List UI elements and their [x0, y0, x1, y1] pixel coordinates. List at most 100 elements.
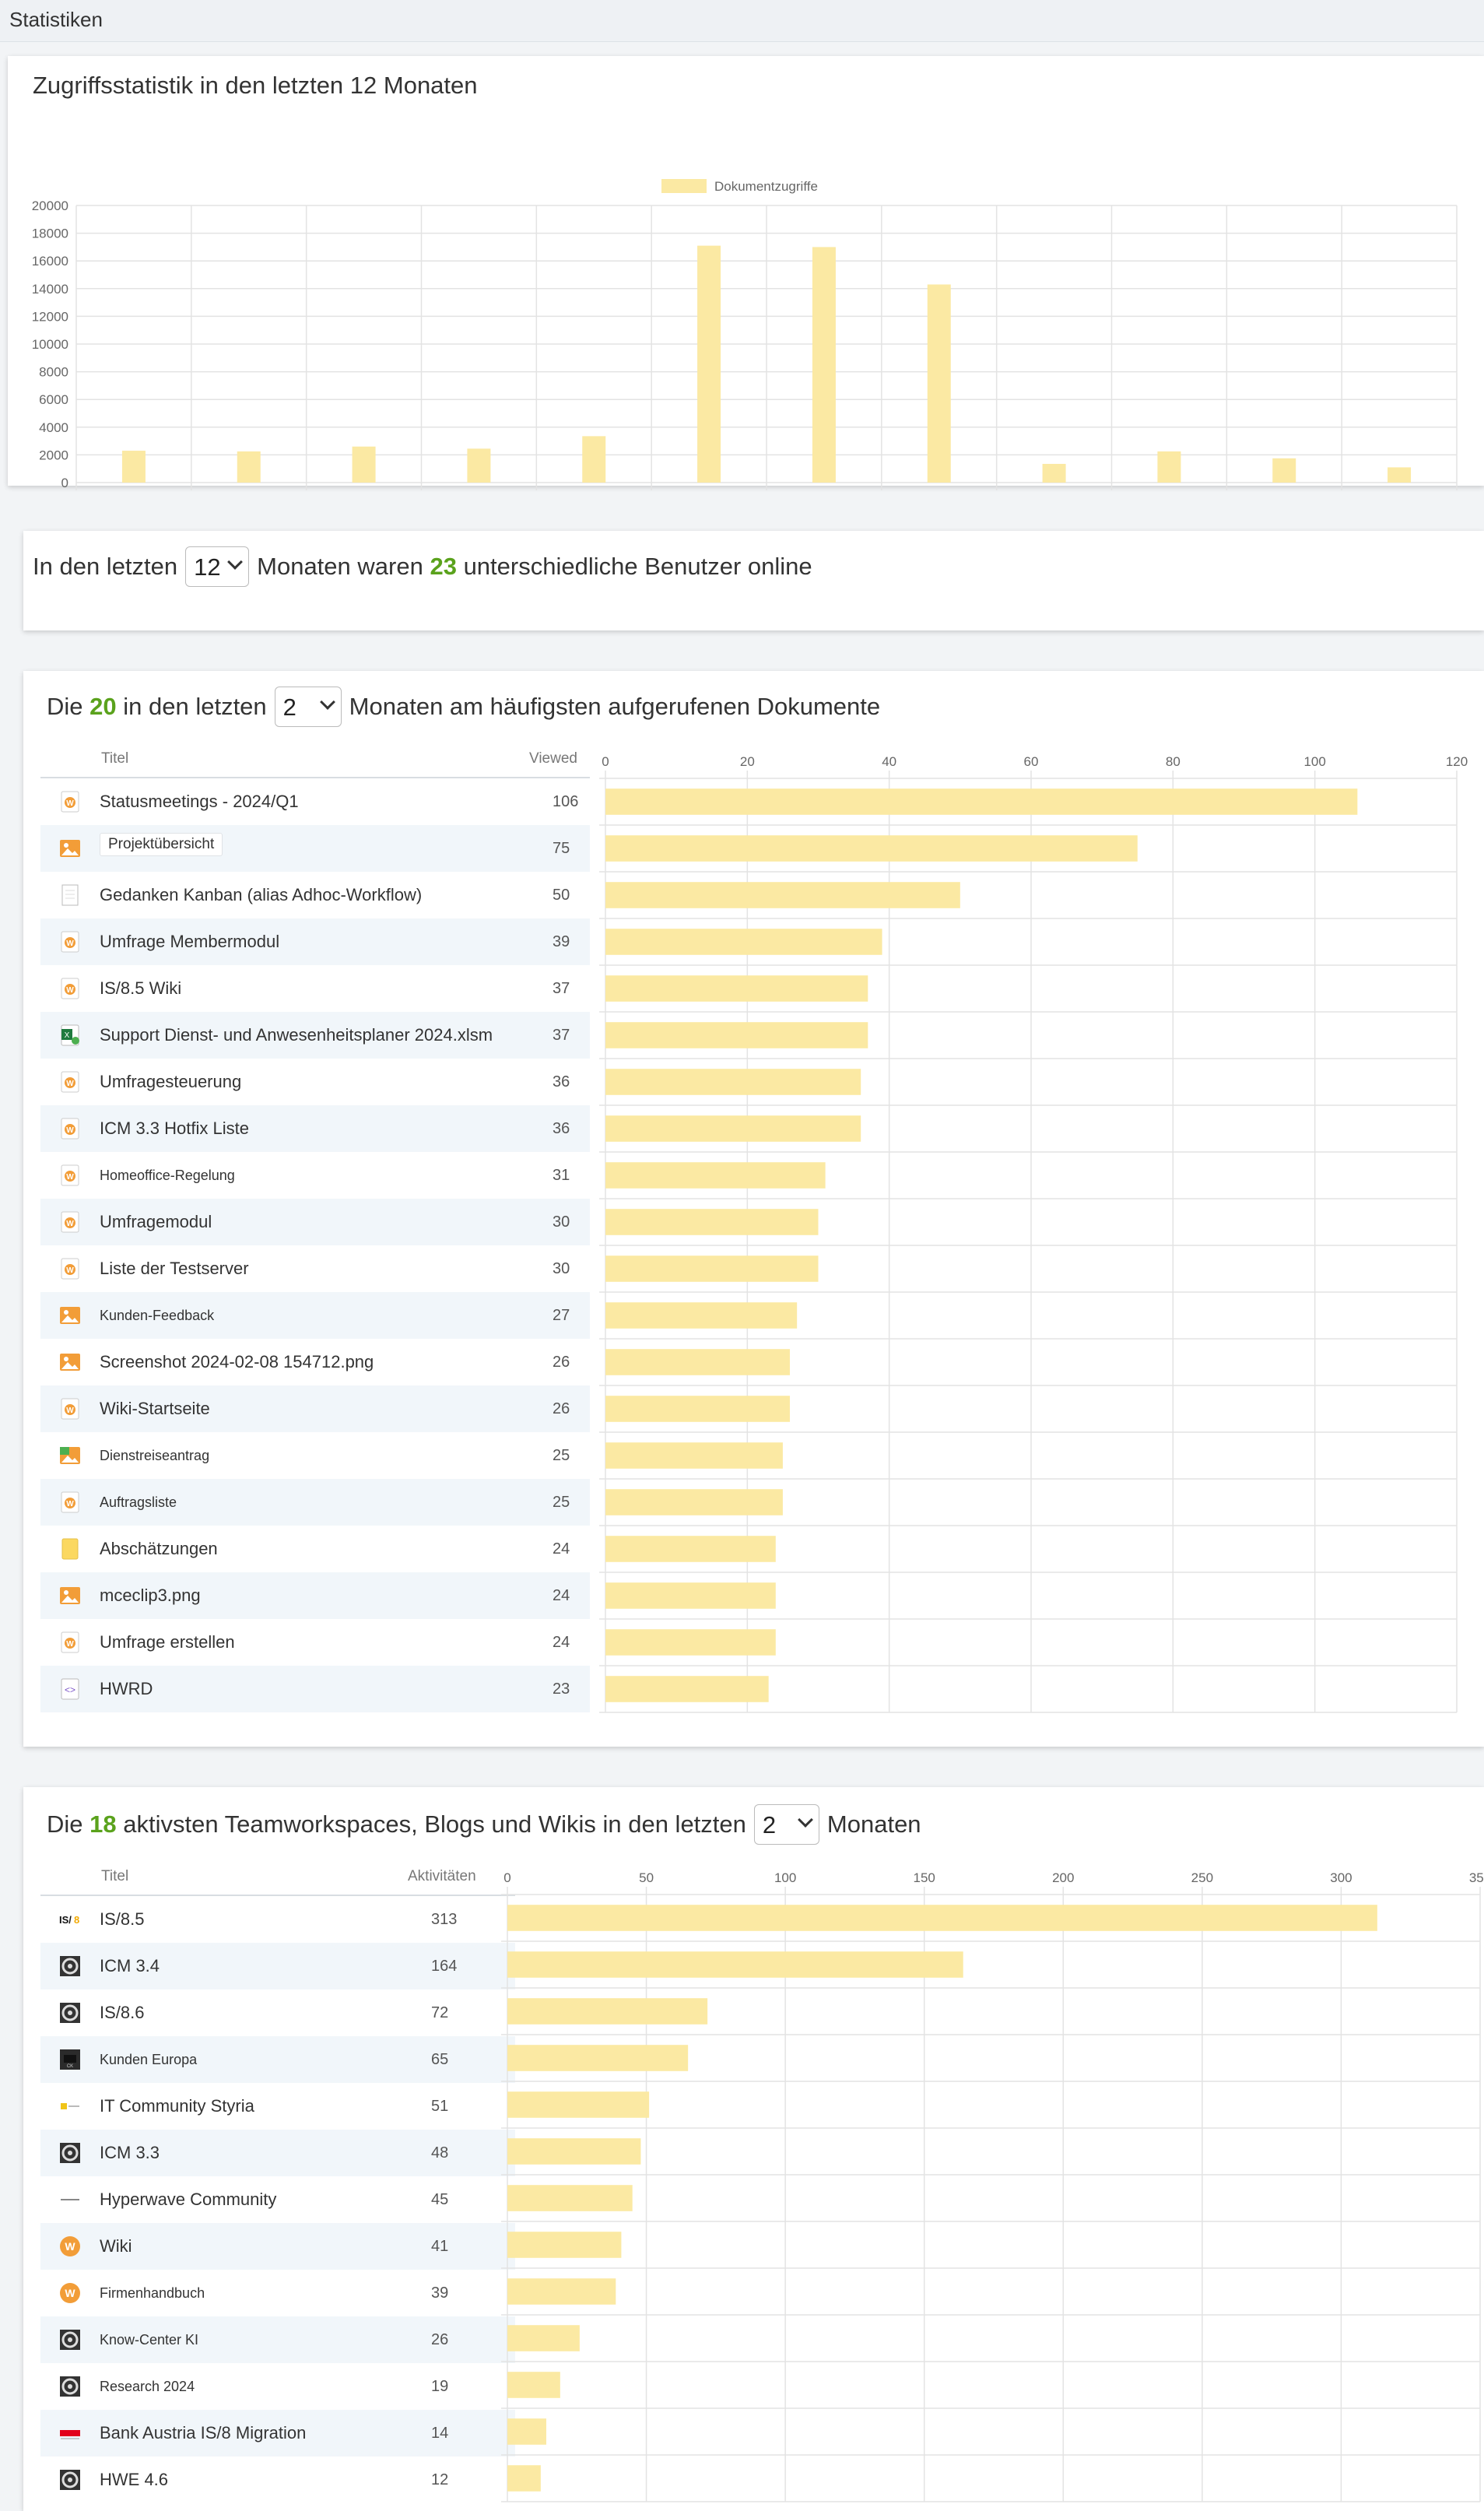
users-online-months-select[interactable]: 12	[185, 546, 250, 587]
row-title-link[interactable]: IS/8.5	[100, 1909, 145, 1929]
table-row[interactable]: W Umfragemodul 30	[40, 1199, 590, 1245]
row-title-link[interactable]: HWRD	[100, 1679, 153, 1698]
row-title-link[interactable]: Umfrage Membermodul	[100, 932, 280, 951]
table-row[interactable]: IS/8 IS/8.5 313	[40, 1896, 515, 1943]
row-count: 25	[553, 1447, 570, 1464]
row-title-link[interactable]: Support Dienst- und Anwesenheitsplaner 2…	[100, 1025, 493, 1045]
row-title-link[interactable]: IS/8.6	[100, 2003, 145, 2022]
row-title-link[interactable]: Hyperwave Community	[100, 2190, 277, 2209]
row-title-link[interactable]: Know-Center KI	[100, 2332, 199, 2348]
table-row[interactable]: Bank Austria IS/8 Migration 14	[40, 2410, 515, 2457]
table-row[interactable]: Research 2024 19	[40, 2363, 515, 2410]
table-row[interactable]: Hyperwave Community 45	[40, 2176, 515, 2223]
table-row[interactable]: W Umfragesteuerung 36	[40, 1059, 590, 1105]
row-title-link[interactable]: ICM 3.3 Hotfix Liste	[100, 1119, 249, 1138]
row-title-link[interactable]: Auftragsliste	[100, 1494, 177, 1510]
table-row[interactable]: Abschätzungen 24	[40, 1526, 590, 1572]
row-title-link[interactable]: Research 2024	[100, 2379, 195, 2394]
chevron-down-icon	[798, 1812, 813, 1828]
x-tick-label: 100	[774, 1870, 796, 1885]
table-row[interactable]: W Auftragsliste 25	[40, 1479, 590, 1526]
row-title-link[interactable]: Kunden-Feedback	[100, 1308, 215, 1323]
table-row[interactable]: Screenshot 2024-02-08 154712.png 26	[40, 1339, 590, 1385]
row-title-link[interactable]: Projektübersicht	[100, 833, 223, 856]
table-row[interactable]: ICM 3.4 164	[40, 1943, 515, 1989]
bar	[605, 1442, 783, 1469]
wiki-icon: W	[59, 1211, 81, 1233]
table-row[interactable]: W Umfrage Membermodul 39	[40, 918, 590, 965]
bar	[605, 1396, 791, 1422]
table-row[interactable]: ICM 3.3 48	[40, 2130, 515, 2176]
top-documents-months-select[interactable]: 2	[274, 687, 342, 727]
row-title-link[interactable]: Statusmeetings - 2024/Q1	[100, 792, 299, 811]
table-row[interactable]: W Umfrage erstellen 24	[40, 1619, 590, 1666]
table-row[interactable]: W Statusmeetings - 2024/Q1 106	[40, 778, 590, 825]
row-title-link[interactable]: Bank Austria IS/8 Migration	[100, 2423, 307, 2443]
table-row[interactable]: IT Community Styria 51	[40, 2083, 515, 2130]
y-tick-label: 16000	[32, 254, 68, 269]
row-title-link[interactable]: ICM 3.3	[100, 2143, 160, 2162]
x-tick-label: 60	[1024, 754, 1039, 769]
row-title-link[interactable]: Gedanken Kanban (alias Adhoc-Workflow)	[100, 885, 423, 904]
table-row[interactable]: W Liste der Testserver 30	[40, 1245, 590, 1292]
top-spaces-count: 18	[89, 1810, 117, 1838]
svg-text:CK: CK	[67, 2064, 73, 2069]
row-title-link[interactable]: mceclip3.png	[100, 1586, 201, 1605]
table-row[interactable]: W Firmenhandbuch 39	[40, 2270, 515, 2316]
row-count: 23	[553, 1680, 570, 1698]
row-title-link[interactable]: Abschätzungen	[100, 1539, 218, 1558]
table-row[interactable]: <> HWRD 23	[40, 1666, 590, 1712]
top-spaces-prefix: Die	[47, 1810, 83, 1838]
table-row[interactable]: Projektübersicht 75	[40, 825, 590, 872]
row-title-link[interactable]: Wiki-Startseite	[100, 1399, 210, 1418]
row-title-link[interactable]: Umfragemodul	[100, 1212, 212, 1231]
table-row[interactable]: W Homeoffice-Regelung 31	[40, 1152, 590, 1199]
chevron-down-icon	[227, 554, 244, 570]
svg-text:X: X	[65, 1031, 70, 1040]
bar	[507, 2465, 541, 2492]
row-title-link[interactable]: Umfrage erstellen	[100, 1632, 235, 1652]
row-title-link[interactable]: Homeoffice-Regelung	[100, 1168, 235, 1183]
table-row[interactable]: Dienstreiseantrag 25	[40, 1432, 590, 1479]
wiki-icon: W	[59, 978, 81, 999]
row-title-link[interactable]: IT Community Styria	[100, 2096, 254, 2116]
table-row[interactable]: W ICM 3.3 Hotfix Liste 36	[40, 1105, 590, 1152]
table-row[interactable]: CK Kunden Europa 65	[40, 2036, 515, 2083]
table-row[interactable]: W IS/8.5 Wiki 37	[40, 965, 590, 1012]
table-row[interactable]: W Wiki 41	[40, 2223, 515, 2270]
wiki-icon: W	[59, 791, 81, 813]
table-row[interactable]: X Support Dienst- und Anwesenheitsplaner …	[40, 1012, 590, 1059]
top-spaces-months-select[interactable]: 2	[753, 1804, 819, 1845]
row-count: 41	[431, 2238, 449, 2255]
bar	[605, 835, 1138, 862]
row-title-link[interactable]: HWE 4.6	[100, 2470, 169, 2489]
row-title-link[interactable]: Dienstreiseantrag	[100, 1448, 210, 1463]
table-row[interactable]: IS/8.6 72	[40, 1989, 515, 2036]
row-title-link[interactable]: Wiki	[100, 2236, 132, 2256]
row-title-link[interactable]: Kunden Europa	[100, 2052, 198, 2067]
table-row[interactable]: mceclip3.png 24	[40, 1572, 590, 1619]
table-row[interactable]: Know-Center KI 26	[40, 2316, 515, 2363]
row-title-link[interactable]: Screenshot 2024-02-08 154712.png	[100, 1352, 374, 1371]
row-title-link[interactable]: Liste der Testserver	[100, 1259, 249, 1278]
row-title-link[interactable]: Umfragesteuerung	[100, 1072, 242, 1091]
table-row[interactable]: W Wiki-Startseite 26	[40, 1385, 590, 1432]
row-count: 51	[431, 2098, 449, 2115]
row-count: 25	[553, 1494, 570, 1511]
bar	[605, 929, 882, 955]
y-tick-label: 6000	[39, 392, 68, 407]
table-row[interactable]: Gedanken Kanban (alias Adhoc-Workflow) 50	[40, 872, 590, 918]
row-count: 164	[431, 1958, 458, 1975]
svg-text:W: W	[66, 1080, 74, 1088]
x-tick-label: 80	[1166, 754, 1181, 769]
top-documents-col-title: Titel	[101, 750, 129, 767]
row-title-link[interactable]: Firmenhandbuch	[100, 2285, 205, 2301]
row-count: 45	[431, 2191, 449, 2208]
table-row[interactable]: Kunden-Feedback 27	[40, 1292, 590, 1339]
row-title-link[interactable]: IS/8.5 Wiki	[100, 978, 182, 998]
svg-text:W: W	[66, 1500, 74, 1508]
svg-text:<>: <>	[65, 1684, 75, 1695]
row-title-link[interactable]: ICM 3.4	[100, 1956, 160, 1975]
top-documents-col-viewed: Viewed	[529, 750, 577, 767]
table-row[interactable]: HWE 4.6 12	[40, 2457, 515, 2503]
